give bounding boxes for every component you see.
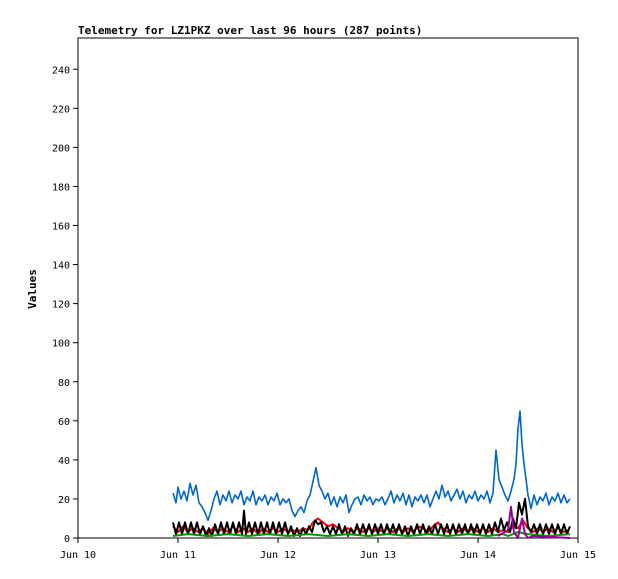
series-line-1	[172, 410, 571, 522]
y-tick-label: 20	[58, 495, 70, 506]
y-tick-label: 40	[58, 456, 70, 467]
y-tick-label: 200	[52, 143, 70, 154]
y-tick-label: 120	[52, 300, 70, 311]
y-tick-label: 220	[52, 104, 70, 115]
series-line-4	[172, 531, 571, 537]
y-tick-label: 240	[52, 65, 70, 76]
y-tick-label: 80	[58, 378, 70, 389]
x-tick-label: Jun 13	[360, 550, 396, 561]
y-tick-label: 100	[52, 339, 70, 350]
x-tick-label: Jun 11	[160, 550, 196, 561]
y-tick-label: 140	[52, 261, 70, 272]
x-tick-label: Jun 10	[60, 550, 96, 561]
y-tick-label: 180	[52, 182, 70, 193]
x-tick-label: Jun 14	[460, 550, 496, 561]
y-tick-label: 0	[64, 534, 70, 545]
plot-frame	[77, 37, 579, 539]
chart-title: Telemetry for LZ1PKZ over last 96 hours …	[78, 24, 422, 37]
y-axis-ticks: 0 20 40 60 80 100 120 140 160 180 200 220 240	[52, 65, 78, 545]
y-axis-label: Values	[26, 269, 39, 309]
series-line-3	[172, 497, 571, 537]
x-tick-label: Jun 12	[260, 550, 296, 561]
x-axis-ticks: Jun 10 Jun 11 Jun 12 Jun 13 Jun 14 Jun 15	[60, 538, 596, 561]
series-lines	[172, 410, 571, 539]
y-tick-label: 60	[58, 417, 70, 428]
y-tick-label: 160	[52, 222, 70, 233]
series-line-5	[497, 505, 571, 539]
x-tick-label: Jun 15	[560, 550, 596, 561]
